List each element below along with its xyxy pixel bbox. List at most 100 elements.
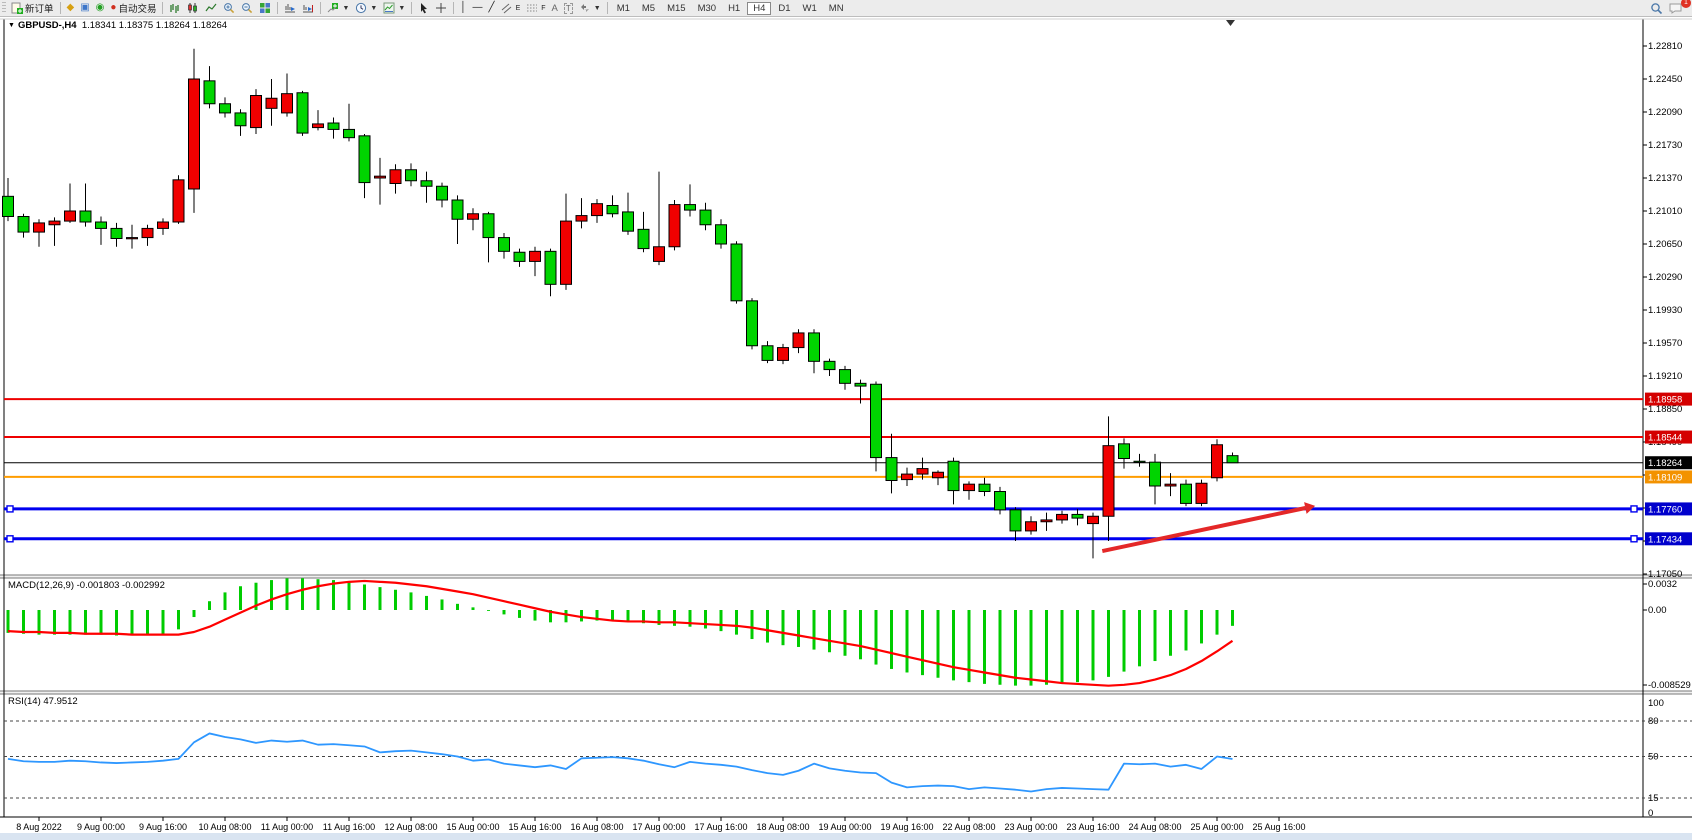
horizontal-line-1.18264[interactable]: 1.18264 <box>4 456 1692 470</box>
autotrade-button[interactable]: ● 自动交易 <box>107 1 159 16</box>
svg-text:1.21370: 1.21370 <box>1648 173 1682 184</box>
fibonacci-sub-label: F <box>541 4 546 12</box>
horizontal-line-1.18544[interactable]: 1.18544 <box>4 430 1692 444</box>
market-watch-button[interactable]: ◆ <box>64 1 78 15</box>
new-order-button[interactable]: 新订单 <box>8 1 57 15</box>
line-handle[interactable] <box>1630 535 1638 543</box>
svg-text:1.19570: 1.19570 <box>1648 338 1682 349</box>
text-label-tool-button[interactable]: T <box>561 1 576 15</box>
svg-text:12 Aug 08:00: 12 Aug 08:00 <box>384 822 437 832</box>
data-window-button[interactable]: ▣ <box>77 1 92 15</box>
candlestick-series <box>2 48 1239 559</box>
zoom-in-button[interactable] <box>220 1 238 15</box>
search-button[interactable] <box>1647 1 1666 15</box>
timeframe-d1-button[interactable]: D1 <box>778 2 791 14</box>
fibonacci-tool-button[interactable]: F <box>523 1 548 15</box>
templates-button[interactable]: ▼ <box>380 1 408 15</box>
indicators-button[interactable]: ▼ <box>324 1 352 15</box>
text-tool-button[interactable]: A <box>549 1 561 15</box>
svg-text:11 Aug 16:00: 11 Aug 16:00 <box>323 822 375 832</box>
line-handle[interactable] <box>1630 505 1638 513</box>
timeframe-m15-button[interactable]: M15 <box>667 2 686 14</box>
svg-text:9 Aug 16:00: 9 Aug 16:00 <box>139 822 187 832</box>
bar-chart-icon <box>170 4 180 13</box>
svg-text:23 Aug 00:00: 23 Aug 00:00 <box>1004 822 1057 832</box>
collapse-panel-icon[interactable]: ▼ <box>8 22 15 29</box>
svg-text:1.22090: 1.22090 <box>1648 107 1682 118</box>
signal-button[interactable]: ◉ <box>93 1 108 15</box>
svg-text:1.19210: 1.19210 <box>1648 371 1682 382</box>
svg-text:17 Aug 16:00: 17 Aug 16:00 <box>694 822 747 832</box>
timeframe-w1-button[interactable]: W1 <box>802 2 817 14</box>
svg-text:50: 50 <box>1648 752 1659 763</box>
svg-text:1.20650: 1.20650 <box>1648 239 1682 250</box>
timeframe-bar: M1 M5 M15 M30 H1 H4 D1 W1 MN <box>611 1 850 15</box>
horizontal-line-tool-button[interactable]: — <box>470 1 486 15</box>
trendline-tool-button[interactable]: ╱ <box>486 1 498 15</box>
svg-text:1.22810: 1.22810 <box>1648 41 1682 52</box>
vertical-line-tool-button[interactable]: │ <box>457 1 469 15</box>
svg-text:24 Aug 08:00: 24 Aug 08:00 <box>1128 822 1181 832</box>
candlestick-chart-button[interactable] <box>184 1 202 15</box>
crosshair-button[interactable] <box>432 1 450 15</box>
text-tool-label: A <box>551 2 558 14</box>
autotrade-label: 自动交易 <box>118 4 157 15</box>
new-order-label: 新订单 <box>25 4 54 15</box>
equidistant-channel-tool-button[interactable]: E <box>498 1 524 15</box>
svg-text:0.0032: 0.0032 <box>1648 579 1677 590</box>
horizontal-line-icon: — <box>472 2 483 13</box>
market-watch-icon: ◆ <box>66 2 75 13</box>
price-badge <box>1645 532 1692 546</box>
line-handle[interactable] <box>6 535 14 543</box>
timeframe-mn-button[interactable]: MN <box>828 2 844 14</box>
auto-scroll-button[interactable] <box>281 1 299 15</box>
timeframe-m1-button[interactable]: M1 <box>616 2 630 14</box>
notification-badge: 1 <box>1681 0 1691 8</box>
new-order-icon <box>11 2 23 14</box>
crosshair-icon <box>436 3 447 13</box>
timeframe-m30-button[interactable]: M30 <box>697 2 717 14</box>
chart-shift-marker-icon[interactable] <box>1226 20 1235 26</box>
periods-clock-icon <box>356 2 367 14</box>
cursor-button[interactable] <box>415 1 432 15</box>
svg-text:1.17434: 1.17434 <box>1648 534 1682 545</box>
price-badge <box>1645 502 1692 516</box>
chart-shift-button[interactable] <box>299 1 317 15</box>
svg-text:1.18109: 1.18109 <box>1648 472 1682 483</box>
timeframe-h1-button[interactable]: H1 <box>728 2 741 14</box>
equidistant-channel-icon <box>501 3 511 14</box>
bar-chart-button[interactable] <box>166 1 184 15</box>
horizontal-line-1.18958[interactable]: 1.18958 <box>4 392 1692 406</box>
macd-indicator-label: MACD(12,26,9) -0.001803 -0.002992 <box>8 580 165 591</box>
svg-text:10 Aug 08:00: 10 Aug 08:00 <box>198 822 251 832</box>
toolbar-grip[interactable] <box>2 2 6 14</box>
line-chart-button[interactable] <box>202 1 220 15</box>
price-badge <box>1645 470 1692 484</box>
svg-text:8 Aug 2022: 8 Aug 2022 <box>16 822 62 832</box>
trend-arrow-annotation[interactable] <box>1101 502 1316 554</box>
tile-windows-button[interactable] <box>256 1 274 15</box>
zoom-out-button[interactable] <box>238 1 256 15</box>
svg-text:-0.008529: -0.008529 <box>1648 680 1691 691</box>
arrows-tool-button[interactable]: ▼ <box>576 1 604 15</box>
autotrade-icon: ● <box>110 2 117 13</box>
horizontal-line-1.17760[interactable]: 1.17760 <box>4 502 1692 516</box>
chart-ohlc-values: 1.18341 1.18375 1.18264 1.18264 <box>81 20 228 31</box>
horizontal-line-1.18109[interactable]: 1.18109 <box>4 470 1692 484</box>
svg-text:22 Aug 08:00: 22 Aug 08:00 <box>942 822 995 832</box>
channel-tool-sub-label: E <box>515 4 521 12</box>
price-axis[interactable]: 1.22810 1.22450 1.22090 1.21730 1.21370 1.210… <box>1643 41 1691 819</box>
svg-text:16 Aug 08:00: 16 Aug 08:00 <box>570 822 623 832</box>
chat-button[interactable]: 1 <box>1666 0 1691 15</box>
svg-text:11 Aug 00:00: 11 Aug 00:00 <box>261 822 313 832</box>
line-handle[interactable] <box>6 505 14 513</box>
text-label-tool-label: T <box>563 2 573 14</box>
time-axis[interactable]: 8 Aug 2022 9 Aug 00:00 9 Aug 16:00 10 Aug 0… <box>16 817 1306 832</box>
svg-text:1.20290: 1.20290 <box>1648 272 1682 283</box>
svg-text:1.18544: 1.18544 <box>1648 433 1682 444</box>
periods-button[interactable]: ▼ <box>352 1 380 15</box>
timeframe-m5-button[interactable]: M5 <box>641 2 656 14</box>
timeframe-h4-button[interactable]: H4 <box>747 1 772 15</box>
horizontal-line-1.17434[interactable]: 1.17434 <box>4 532 1692 546</box>
